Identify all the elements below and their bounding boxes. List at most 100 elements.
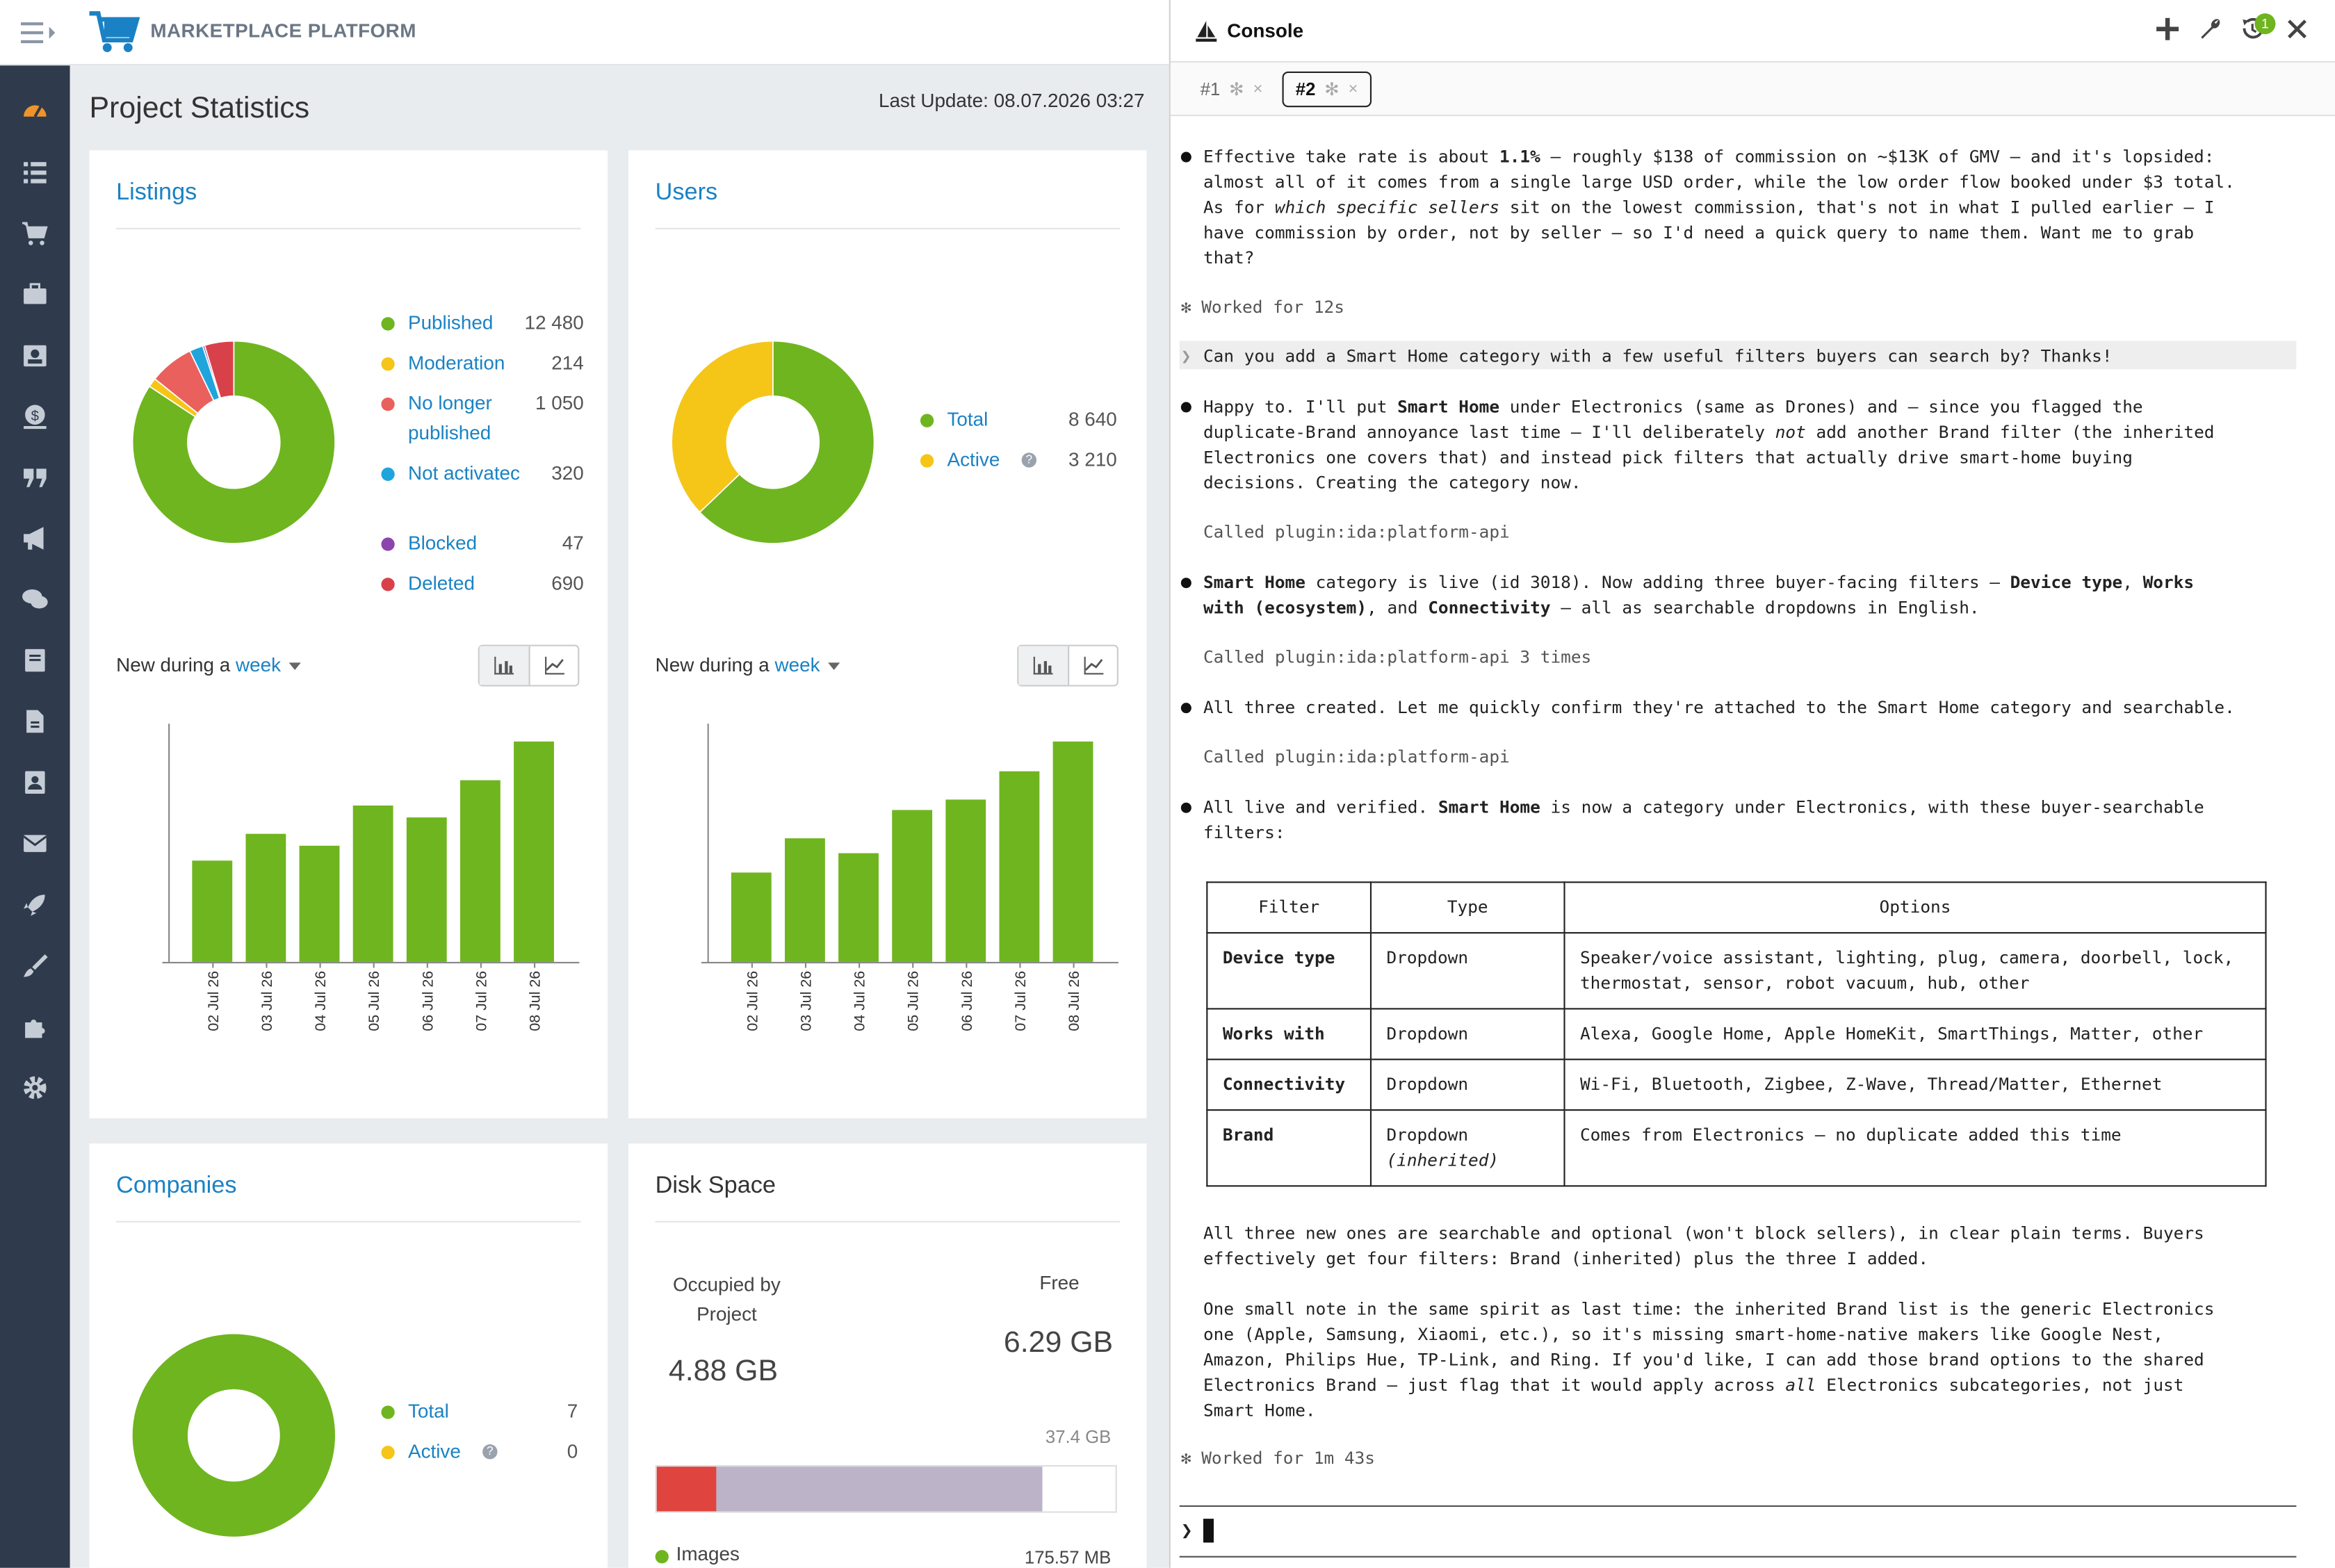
- brush-icon[interactable]: [18, 949, 51, 981]
- tool-call: Called plugin:ida:platform-api: [1203, 521, 1510, 542]
- divider: [116, 1220, 581, 1223]
- assistant-message: Smart Home category is live (id 3018). N…: [1203, 571, 2195, 619]
- legend-label[interactable]: Deleted: [407, 571, 475, 594]
- users-title[interactable]: Users: [655, 180, 718, 206]
- period-dropdown[interactable]: week: [774, 653, 820, 676]
- close-tab-icon[interactable]: ×: [1253, 80, 1263, 99]
- legend-label[interactable]: Active: [947, 448, 1000, 471]
- chevron-down-icon[interactable]: [827, 662, 840, 671]
- listings-card: Listings Published 12 480 Moderation 214 No …: [89, 150, 608, 1118]
- dashboard-icon[interactable]: [18, 94, 51, 126]
- mail-icon[interactable]: [18, 826, 51, 859]
- chart-type-toggle: [478, 644, 580, 687]
- listings-title[interactable]: Listings: [116, 180, 197, 206]
- legend-value: 1 050: [535, 391, 584, 414]
- legend-value: 214: [551, 351, 584, 374]
- console-tabs: #1 ✻ × #2 ✻ ×: [1170, 62, 2335, 117]
- images-label: Images: [676, 1542, 740, 1565]
- legend-label[interactable]: Blocked: [407, 531, 478, 554]
- file-icon[interactable]: [18, 704, 51, 737]
- plus-icon[interactable]: [2156, 17, 2179, 48]
- companies-title[interactable]: Companies: [116, 1173, 237, 1199]
- bullet: [1180, 802, 1191, 813]
- bar[interactable]: [299, 845, 340, 962]
- help-icon[interactable]: ?: [482, 1444, 498, 1460]
- legend-dot: [920, 454, 934, 468]
- help-icon[interactable]: ?: [1021, 452, 1037, 468]
- menu-toggle-icon[interactable]: [20, 19, 60, 47]
- tab-label: #1: [1200, 79, 1221, 100]
- gear-icon[interactable]: [18, 1070, 51, 1103]
- last-update: Last Update: 08.07.2026 03:27: [878, 89, 1145, 112]
- bar[interactable]: [245, 833, 286, 962]
- bar[interactable]: [892, 810, 933, 962]
- briefcase-icon[interactable]: [18, 277, 51, 309]
- contact-icon[interactable]: [18, 765, 51, 798]
- divider: [116, 227, 581, 229]
- bar[interactable]: [945, 799, 986, 962]
- bar[interactable]: [784, 838, 825, 962]
- bar[interactable]: [352, 805, 393, 962]
- chat-icon[interactable]: [18, 582, 51, 615]
- donut-slice-active[interactable]: [671, 340, 774, 514]
- users-donut-chart: [671, 340, 875, 544]
- table-cell: Speaker/voice assistant, lighting, plug,…: [1563, 932, 2267, 1010]
- book-icon[interactable]: [18, 643, 51, 676]
- legend-label[interactable]: Not activatec: [407, 462, 520, 484]
- tab-2[interactable]: #2 ✻ ×: [1282, 71, 1372, 108]
- free-value: 6.29 GB: [1003, 1326, 1114, 1359]
- donut-slice-total[interactable]: [132, 1334, 336, 1537]
- x-tick-label: 06 Jul 26: [419, 971, 436, 1031]
- bar[interactable]: [1052, 741, 1093, 962]
- legend-label[interactable]: Active: [407, 1439, 461, 1462]
- quote-icon[interactable]: [18, 460, 51, 493]
- bar[interactable]: [838, 853, 879, 962]
- page-title: Project Statistics: [89, 92, 310, 125]
- user-prompt-row: [1179, 341, 2297, 370]
- list-icon[interactable]: [18, 155, 51, 188]
- sailboat-icon: [1194, 19, 1218, 51]
- chevron-down-icon[interactable]: [288, 662, 300, 671]
- close-tab-icon[interactable]: ×: [1348, 80, 1358, 99]
- wrench-icon[interactable]: [2198, 17, 2222, 48]
- bar-chart-icon: [494, 656, 514, 675]
- period-dropdown[interactable]: week: [235, 653, 282, 676]
- id-card-icon[interactable]: [18, 338, 51, 370]
- legend-label[interactable]: Moderation: [407, 351, 505, 374]
- bar-chart-button[interactable]: [1018, 646, 1069, 685]
- bar[interactable]: [731, 872, 772, 962]
- bar[interactable]: [192, 860, 233, 962]
- legend-dot: [381, 537, 395, 551]
- bar[interactable]: [459, 780, 501, 962]
- console-input[interactable]: [1203, 1519, 1214, 1543]
- bar-chart-button[interactable]: [479, 646, 530, 685]
- table-row: Brand Dropdown (inherited) Comes from Ele…: [1206, 1109, 2267, 1187]
- donut-slice-deleted[interactable]: [204, 340, 235, 399]
- line-chart-button[interactable]: [530, 646, 578, 685]
- column-header: Options: [1563, 881, 2267, 934]
- bar[interactable]: [999, 771, 1040, 962]
- puzzle-icon[interactable]: [18, 1009, 51, 1042]
- megaphone-icon[interactable]: [18, 521, 51, 554]
- legend-label[interactable]: Total: [947, 407, 988, 431]
- assistant-message: All live and verified. Smart Home is now…: [1203, 797, 2204, 843]
- bar[interactable]: [514, 741, 554, 962]
- rocket-icon[interactable]: [18, 888, 51, 920]
- legend-label[interactable]: Total: [407, 1399, 449, 1422]
- legend-value: 47: [562, 531, 584, 554]
- legend-label[interactable]: Published: [407, 311, 494, 334]
- assistant-message: Happy to. I'll put Smart Home under Elec…: [1203, 395, 2215, 493]
- donut-slice-published[interactable]: [131, 340, 336, 544]
- money-icon[interactable]: $: [18, 399, 51, 432]
- tab-1[interactable]: #1 ✻ ×: [1189, 72, 1275, 107]
- bar[interactable]: [406, 817, 447, 962]
- worked-status: ✻ Worked for 1m 43s: [1180, 1447, 1376, 1469]
- donut-slice-total[interactable]: [699, 340, 875, 544]
- x-tick-label: 05 Jul 26: [366, 971, 382, 1031]
- close-icon[interactable]: [2288, 19, 2307, 47]
- legend-label[interactable]: No longer published: [407, 391, 492, 444]
- svg-text:$: $: [31, 408, 38, 423]
- user-prompt: Can you add a Smart Home category with a…: [1203, 345, 2113, 367]
- line-chart-button[interactable]: [1068, 646, 1117, 685]
- cart-icon[interactable]: [18, 216, 51, 249]
